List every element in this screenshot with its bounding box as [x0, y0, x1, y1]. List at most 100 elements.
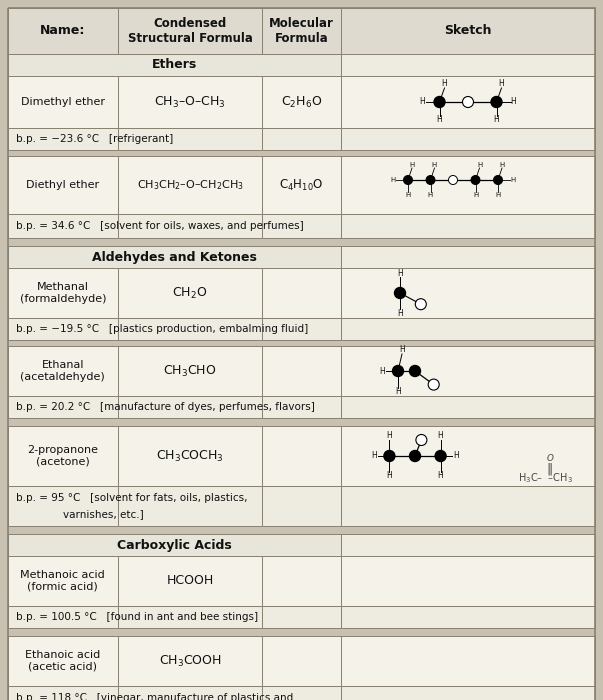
Text: H: H: [441, 80, 447, 88]
Circle shape: [435, 451, 446, 461]
Bar: [118, 76, 262, 128]
Text: Carboxylic Acids: Carboxylic Acids: [117, 538, 232, 552]
Bar: [341, 268, 595, 318]
Text: Name:: Name:: [40, 25, 86, 38]
Bar: [341, 246, 595, 268]
Text: H: H: [390, 177, 396, 183]
Bar: [118, 128, 262, 150]
Bar: [341, 54, 595, 76]
Circle shape: [471, 176, 480, 185]
Circle shape: [428, 379, 439, 390]
Text: b.p. = 118 °C   [vinegar, manufacture of plastics and: b.p. = 118 °C [vinegar, manufacture of p…: [16, 693, 293, 700]
Bar: [118, 8, 262, 54]
Text: b.p. = 20.2 °C   [manufacture of dyes, perfumes, flavors]: b.p. = 20.2 °C [manufacture of dyes, per…: [16, 402, 315, 412]
Bar: [118, 606, 262, 628]
Text: H: H: [399, 346, 405, 354]
Text: H: H: [494, 116, 499, 125]
Bar: [262, 318, 341, 340]
Circle shape: [463, 97, 473, 108]
Bar: [341, 686, 595, 700]
Circle shape: [426, 176, 435, 185]
Circle shape: [393, 365, 403, 377]
Bar: [118, 486, 262, 526]
Bar: [262, 156, 341, 214]
Bar: [341, 426, 595, 486]
Circle shape: [409, 365, 420, 377]
Text: H: H: [432, 162, 437, 168]
Bar: [262, 346, 341, 396]
Bar: [262, 396, 341, 418]
Text: Sketch: Sketch: [444, 25, 491, 38]
Text: varnishes, etc.]: varnishes, etc.]: [63, 509, 144, 519]
Text: Molecular
Formula: Molecular Formula: [269, 17, 334, 45]
Bar: [8, 686, 118, 700]
Bar: [8, 246, 341, 268]
Bar: [8, 214, 118, 238]
Bar: [341, 128, 595, 150]
Bar: [341, 346, 595, 396]
Bar: [341, 318, 595, 340]
Bar: [341, 606, 595, 628]
Text: H: H: [499, 162, 505, 168]
Bar: [8, 128, 118, 150]
Bar: [262, 556, 341, 606]
Text: b.p. = −23.6 °C   [refrigerant]: b.p. = −23.6 °C [refrigerant]: [16, 134, 173, 144]
Bar: [8, 54, 341, 76]
Bar: [118, 396, 262, 418]
Bar: [118, 156, 262, 214]
Bar: [262, 214, 341, 238]
Text: CH$_3$–O–CH$_3$: CH$_3$–O–CH$_3$: [154, 94, 226, 109]
Text: C$_4$H$_{10}$O: C$_4$H$_{10}$O: [279, 178, 324, 193]
Text: H: H: [438, 472, 443, 480]
Text: 2-propanone
(acetone): 2-propanone (acetone): [27, 445, 98, 467]
Text: H: H: [510, 177, 516, 183]
Text: H: H: [453, 452, 459, 461]
Text: H: H: [397, 269, 403, 277]
Bar: [341, 396, 595, 418]
Bar: [262, 426, 341, 486]
Text: H: H: [379, 367, 385, 375]
Text: H: H: [438, 431, 443, 440]
Bar: [341, 486, 595, 526]
Bar: [341, 636, 595, 686]
Text: H: H: [397, 309, 403, 318]
Circle shape: [449, 176, 458, 185]
Bar: [8, 156, 118, 214]
Bar: [8, 8, 118, 54]
Circle shape: [384, 451, 395, 461]
Text: H: H: [477, 162, 482, 168]
Bar: [262, 8, 341, 54]
Text: Ethanal
(acetaldehyde): Ethanal (acetaldehyde): [21, 360, 105, 382]
Circle shape: [416, 435, 427, 445]
Text: CH$_3$CH$_2$–O–CH$_2$CH$_3$: CH$_3$CH$_2$–O–CH$_2$CH$_3$: [136, 178, 244, 192]
Text: Ethanoic acid
(acetic acid): Ethanoic acid (acetic acid): [25, 650, 101, 672]
Bar: [8, 486, 118, 526]
Bar: [262, 606, 341, 628]
Bar: [118, 318, 262, 340]
Bar: [8, 76, 118, 128]
Bar: [262, 76, 341, 128]
Circle shape: [403, 176, 412, 185]
Circle shape: [394, 288, 405, 298]
Text: H: H: [387, 431, 393, 440]
Bar: [262, 486, 341, 526]
Bar: [262, 636, 341, 686]
Bar: [341, 156, 595, 214]
Text: Ethers: Ethers: [152, 59, 197, 71]
Text: b.p. = 95 °C   [solvent for fats, oils, plastics,: b.p. = 95 °C [solvent for fats, oils, pl…: [16, 493, 247, 503]
Bar: [8, 268, 118, 318]
Text: H: H: [405, 192, 411, 198]
Text: H: H: [499, 80, 504, 88]
Bar: [118, 426, 262, 486]
Bar: [8, 426, 118, 486]
Text: HCOOH: HCOOH: [166, 575, 213, 587]
Text: $\overset{O}{\|}$: $\overset{O}{\|}$: [546, 453, 554, 479]
Text: CH$_3$CHO: CH$_3$CHO: [163, 363, 216, 379]
Text: Dimethyl ether: Dimethyl ether: [21, 97, 105, 107]
Text: Methanal
(formaldehyde): Methanal (formaldehyde): [19, 282, 106, 304]
Text: b.p. = 100.5 °C   [found in ant and bee stings]: b.p. = 100.5 °C [found in ant and bee st…: [16, 612, 258, 622]
Text: b.p. = −19.5 °C   [plastics production, embalming fluid]: b.p. = −19.5 °C [plastics production, em…: [16, 324, 308, 334]
Bar: [341, 556, 595, 606]
Bar: [118, 556, 262, 606]
Text: H: H: [387, 472, 393, 480]
